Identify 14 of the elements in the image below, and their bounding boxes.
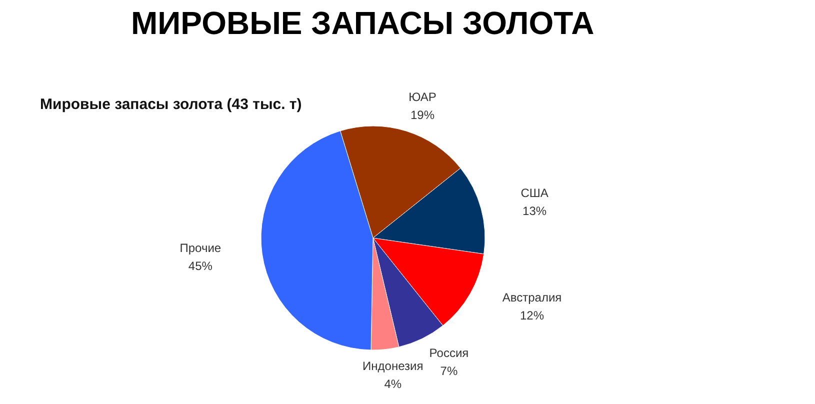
data-label: 4%	[384, 377, 402, 392]
data-label: 12%	[520, 308, 544, 323]
slice-label: Индонезия	[362, 359, 424, 374]
slice-label: ЮАР	[408, 90, 436, 104]
data-label: 45%	[188, 259, 213, 274]
chart-title: МИРОВЫЕ ЗАПАСЫ ЗОЛОТА	[131, 5, 594, 41]
slice-label: Прочие	[180, 241, 222, 256]
slice-label: Австралия	[502, 290, 562, 305]
chart-subtitle: Мировые запасы золота (43 тыс. т)	[40, 96, 302, 113]
slice-label: США	[520, 186, 548, 200]
data-label: 13%	[522, 204, 547, 218]
data-label: 19%	[410, 108, 435, 122]
slice-label: Россия	[429, 346, 469, 360]
data-label: 7%	[440, 364, 458, 378]
